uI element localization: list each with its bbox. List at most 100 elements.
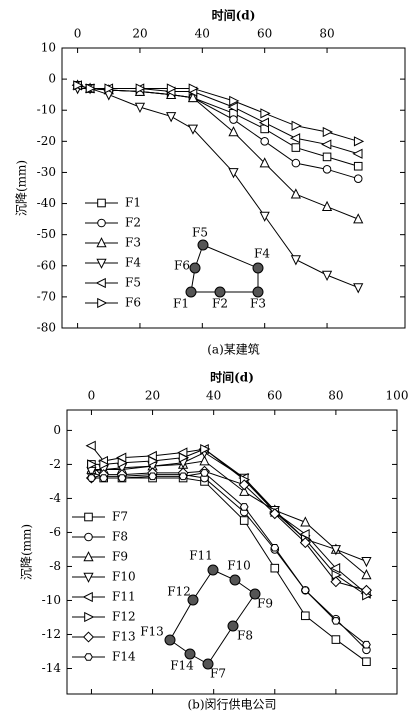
series-line	[77, 84, 359, 167]
y-tick-label: -40	[37, 196, 56, 210]
marker	[148, 472, 157, 481]
y-tick-label: -60	[37, 258, 56, 272]
marker	[300, 516, 311, 527]
legend-label: F1	[125, 196, 141, 210]
plot-frame	[66, 409, 398, 695]
inset-label: F13	[140, 625, 164, 639]
inset-label: F9	[257, 597, 273, 611]
marker	[187, 124, 199, 135]
marker	[239, 503, 249, 511]
marker	[85, 83, 96, 94]
x-axis-title: 时间(d)	[210, 370, 254, 385]
y-tick-label: -8	[49, 559, 61, 573]
legend-marker	[97, 297, 108, 309]
marker	[321, 200, 333, 211]
x-tick-label: 20	[145, 389, 160, 403]
x-tick-label: 100	[386, 389, 409, 403]
marker	[322, 126, 333, 138]
y-tick-label: -10	[42, 593, 61, 607]
marker	[134, 102, 146, 114]
marker	[331, 617, 341, 625]
marker	[188, 83, 199, 94]
marker	[269, 508, 281, 520]
marker	[270, 563, 280, 573]
inset-label: F10	[227, 559, 251, 573]
marker	[178, 472, 188, 481]
y-axis-title: 沉降(mm)	[20, 524, 34, 580]
inset-label: F4	[254, 247, 270, 261]
marker	[227, 102, 238, 113]
marker	[228, 126, 239, 137]
y-tick-label: -14	[42, 661, 62, 675]
marker	[352, 148, 363, 159]
y-tick-label: -20	[37, 134, 56, 148]
marker	[187, 91, 199, 103]
marker	[99, 459, 110, 470]
marker	[178, 452, 190, 463]
y-tick-label: -12	[42, 627, 61, 641]
marker	[87, 459, 98, 470]
inset-node	[164, 634, 176, 646]
legend-label: F3	[125, 236, 141, 250]
marker	[117, 474, 127, 482]
marker	[290, 188, 301, 199]
x-tick-label: 60	[257, 27, 272, 41]
y-tick-label: -4	[49, 491, 61, 505]
marker	[360, 584, 372, 596]
y-tick-label: 0	[53, 423, 61, 437]
inset-node	[214, 286, 226, 298]
y-tick-label: -80	[37, 321, 56, 335]
marker	[260, 137, 269, 146]
x-tick-label: 40	[206, 389, 221, 403]
inset-label: F8	[237, 629, 253, 643]
inset-label: F5	[192, 226, 208, 240]
marker	[322, 165, 332, 174]
x-tick-label: 0	[88, 389, 96, 403]
inset-node	[202, 658, 214, 670]
legend-marker	[84, 512, 93, 522]
legend-label: F5	[125, 276, 141, 290]
marker	[199, 455, 210, 466]
inset-label: F11	[189, 549, 213, 563]
marker	[117, 457, 128, 468]
marker	[85, 440, 96, 451]
marker	[87, 474, 96, 482]
series-line	[77, 84, 359, 142]
x-tick-label: 80	[319, 27, 334, 41]
legend-marker	[97, 218, 106, 228]
legend-label: F8	[112, 530, 128, 544]
marker	[200, 444, 211, 455]
marker	[99, 474, 109, 482]
legend-marker	[83, 572, 94, 583]
inset-node	[249, 588, 261, 600]
marker	[353, 136, 365, 147]
legend-marker	[96, 258, 107, 269]
marker	[329, 563, 341, 574]
inset-outline	[190, 244, 259, 293]
legend-marker	[96, 237, 107, 248]
legend-label: F2	[125, 216, 141, 230]
marker	[330, 576, 342, 588]
x-tick-label: 0	[74, 27, 82, 41]
marker	[229, 95, 240, 106]
marker	[239, 516, 249, 525]
y-axis-title: 沉降(mm)	[15, 160, 29, 216]
y-tick-label: 10	[41, 41, 56, 55]
marker	[321, 139, 332, 150]
inset-node	[197, 239, 209, 251]
marker	[258, 117, 269, 128]
inset-node	[252, 286, 264, 298]
marker	[289, 133, 301, 144]
marker	[73, 80, 84, 91]
marker	[270, 543, 280, 552]
inset-label: F2	[212, 297, 228, 311]
marker	[301, 611, 310, 621]
inset-node	[189, 262, 201, 274]
marker	[361, 557, 372, 568]
inset-label: F7	[210, 667, 226, 681]
marker	[200, 469, 209, 477]
legend-label: F10	[112, 570, 136, 584]
marker	[166, 83, 178, 94]
